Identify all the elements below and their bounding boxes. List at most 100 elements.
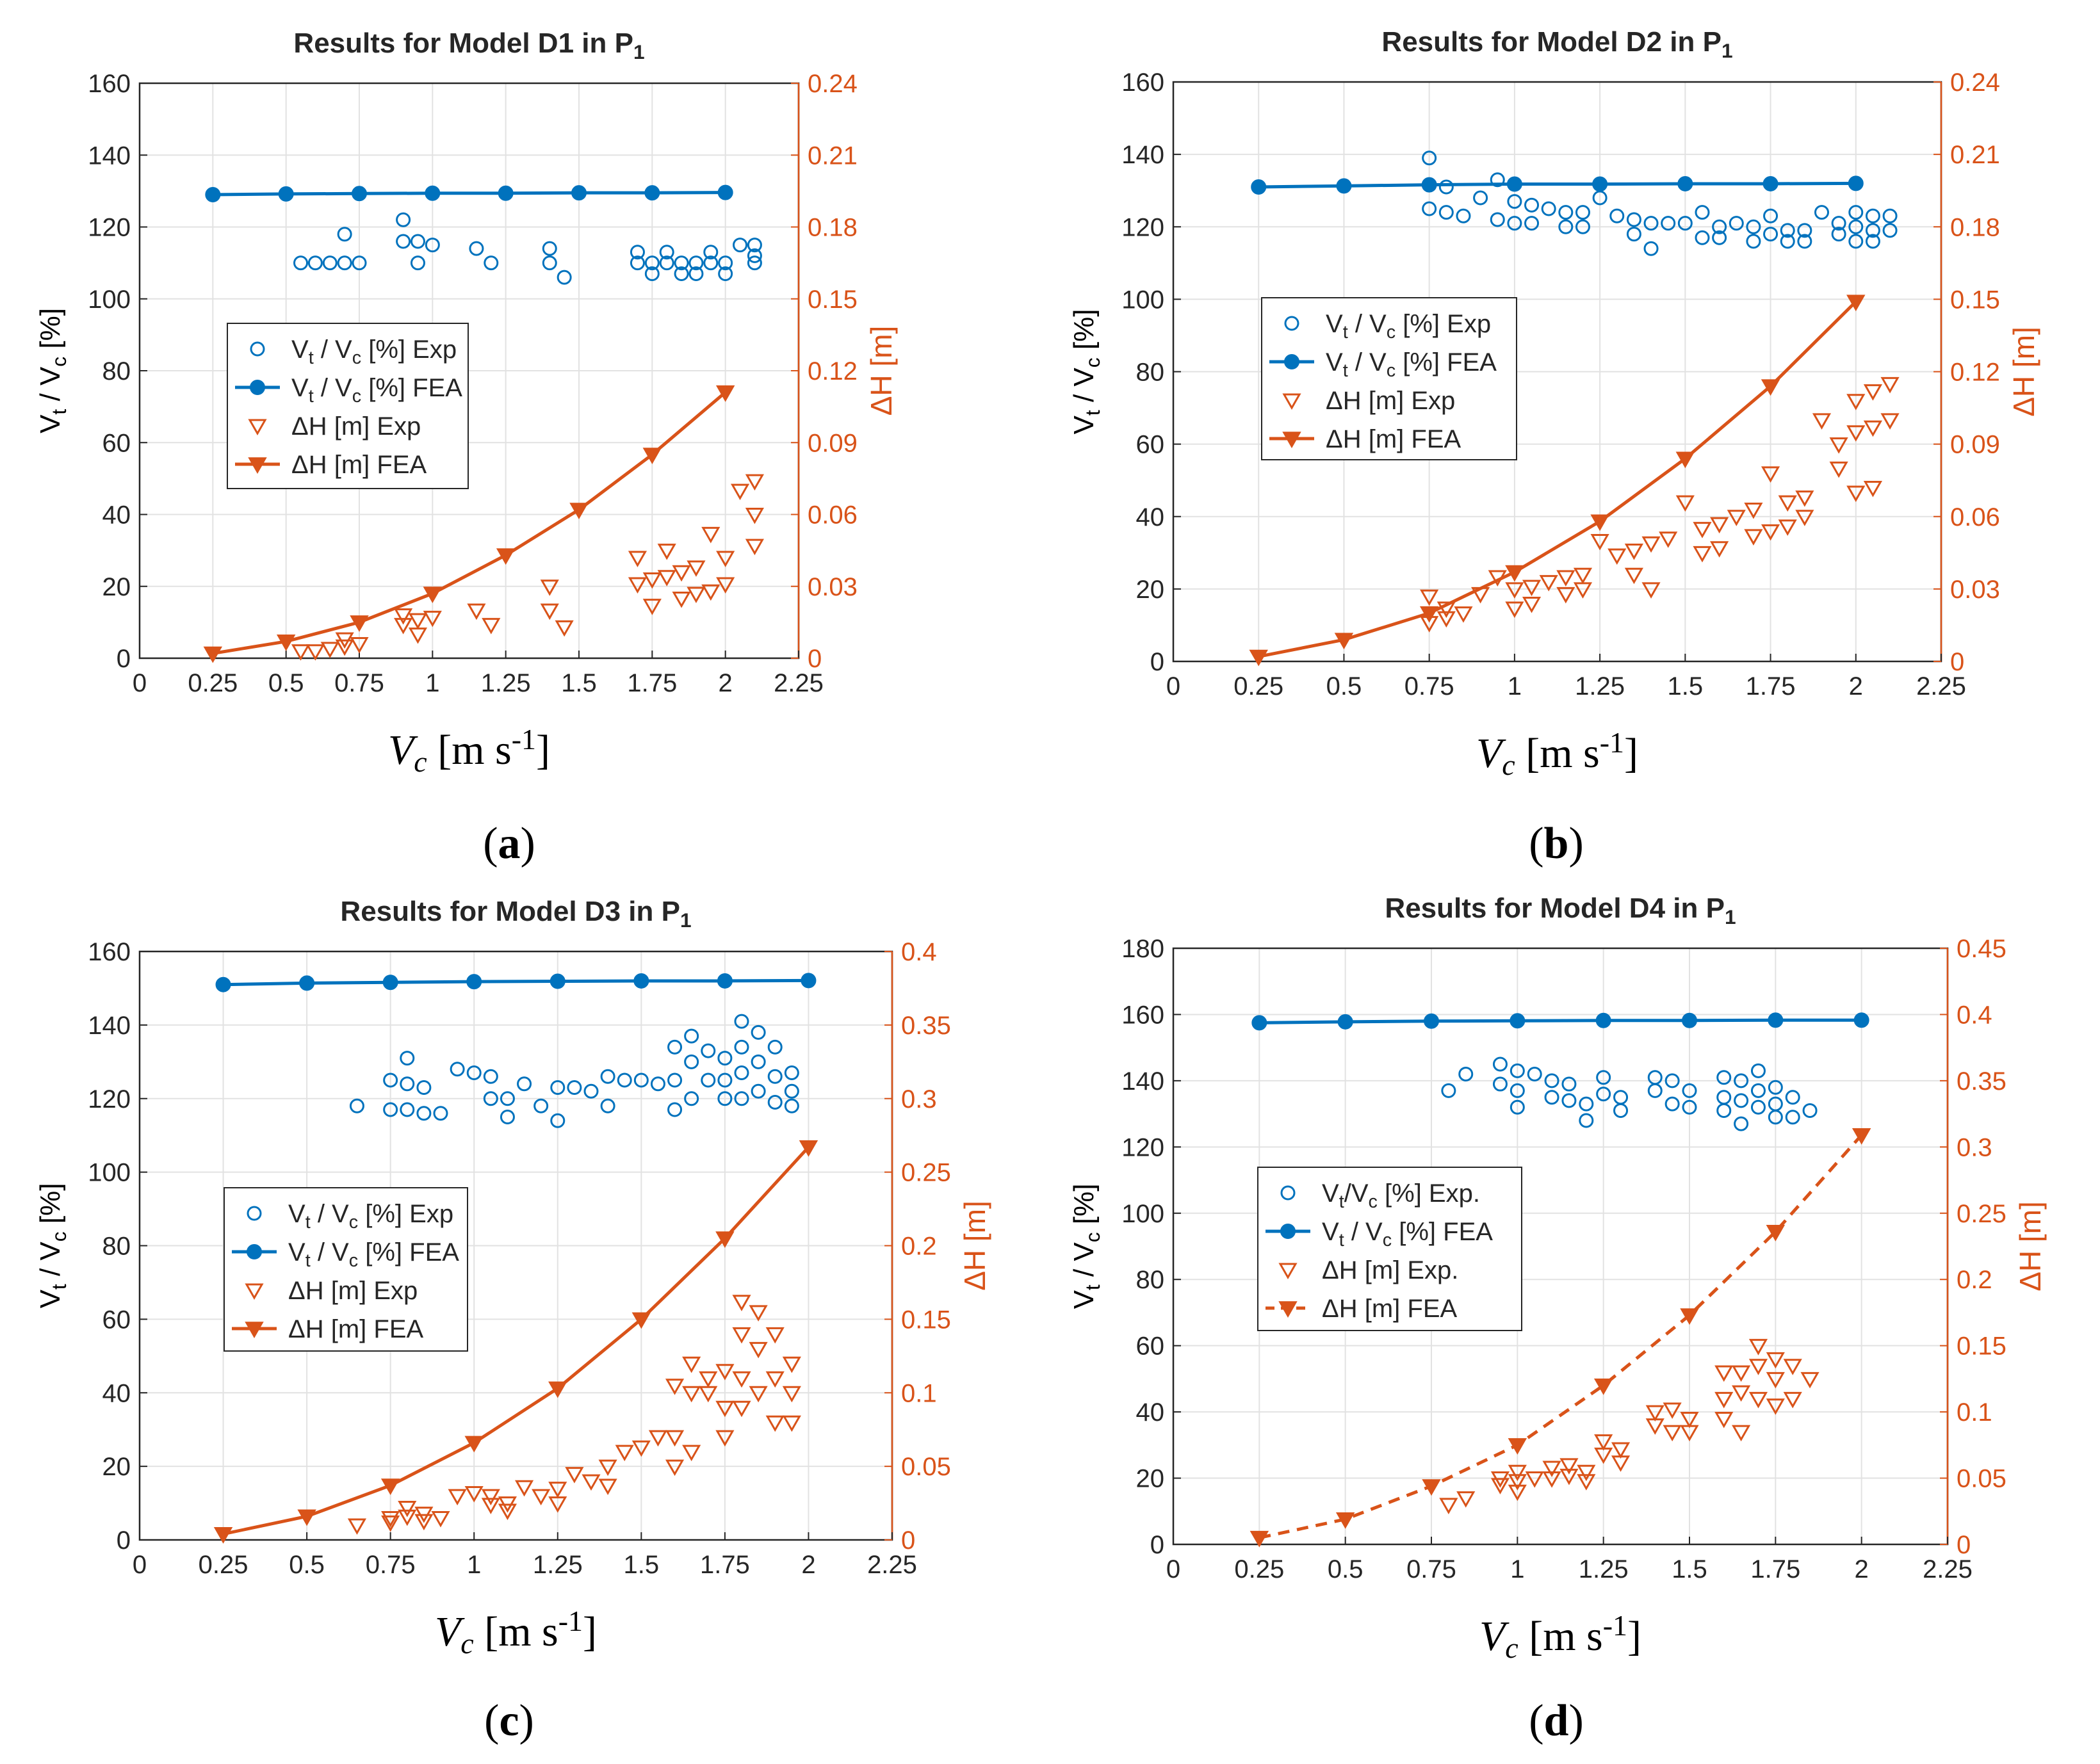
y-right-tick-label: 0.35 [901,1012,951,1040]
series-line [223,1145,810,1536]
panel-label: (b) [1529,819,1584,868]
data-point [396,234,411,249]
data-point [631,1312,651,1329]
legend: Vt / Vc [%] Exp Vt / Vc [%] FEA ΔH [m] Exp… [227,323,469,489]
data-point [1882,223,1898,238]
series-3 [1420,376,1900,633]
data-point [483,1069,498,1084]
y-right-tick-label: 0.25 [1957,1200,2006,1228]
data-point [682,1444,701,1462]
x-tick-label: 1.75 [1750,1555,1800,1583]
data-point [1573,567,1593,585]
data-point [1579,1113,1594,1128]
data-point [1665,1073,1680,1088]
y-right-tick-label: 0.4 [1957,1001,1992,1029]
y-right-tick-label: 0.03 [1950,576,2000,604]
data-point [1492,1056,1508,1072]
x-tick-label: 0.5 [289,1551,325,1579]
data-point [469,241,484,256]
x-tick-label: 1 [467,1551,481,1579]
data-point [644,185,660,201]
legend-box [227,323,469,489]
data-point [715,1364,735,1380]
series-line [213,191,726,197]
x-tick-label: 2 [801,1551,815,1579]
data-point [1556,587,1575,604]
data-point [1677,216,1693,231]
y-right-tick-label: 0 [1950,648,1964,676]
y-right-tick-label: 0.3 [901,1085,937,1113]
data-point [1785,1090,1800,1105]
data-point [1437,601,1456,619]
data-point [1593,1378,1613,1395]
data-point [717,1051,733,1066]
data-point [648,1430,668,1447]
data-point [1645,1405,1665,1422]
series-4 [203,385,735,663]
data-point [1611,1455,1631,1472]
y-right-tick-label: 0.45 [1957,935,2006,963]
legend-marker [1284,354,1299,369]
data-point [1561,1076,1577,1092]
data-point [1508,1474,1527,1491]
data-point [381,1511,400,1528]
data-point [644,266,660,281]
data-point [687,587,706,603]
legend-label: ΔH [m] FEA [291,451,427,479]
data-point [1865,208,1880,223]
data-point [1783,1391,1802,1409]
data-point [1831,227,1846,242]
data-point [1336,178,1352,194]
data-point [1727,510,1746,526]
legend-box [1257,1167,1522,1331]
legend-marker [1282,432,1301,449]
data-point [1783,1359,1802,1375]
data-point [1544,1090,1559,1105]
legend-marker [245,1283,264,1300]
data-point [1624,567,1643,585]
data-point [782,1386,801,1403]
data-point [496,548,516,565]
data-point [1525,1471,1544,1488]
data-point [1750,1063,1766,1078]
data-point [1492,1076,1508,1092]
data-point [1734,1116,1749,1131]
data-point [1680,1425,1699,1442]
data-point [557,270,572,285]
y-left-tick-label: 180 [1121,935,1164,963]
data-point [1611,1442,1631,1459]
data-point [1558,219,1574,234]
data-point [352,186,367,202]
data-point [1746,234,1761,249]
data-point [734,1039,749,1055]
data-point [667,1102,683,1117]
data-point [1421,177,1437,193]
series-1 [293,212,762,285]
y-right-tick-label: 0.3 [1957,1133,1992,1161]
y-right-tick-label: 0.15 [1957,1332,2006,1361]
data-point [1863,481,1883,498]
x-tick-label: 0 [133,669,147,697]
data-point [701,1072,716,1088]
data-point [498,185,514,201]
y-left-tick-label: 20 [102,1453,131,1481]
data-point [1422,150,1437,166]
x-tick-label: 0.5 [1326,672,1362,700]
series-3 [291,474,764,661]
data-point [1795,490,1814,507]
y-right-tick-label: 0.4 [901,938,937,966]
data-point [1763,208,1778,223]
data-point [383,1072,398,1088]
panel-label: (a) [483,819,535,868]
data-point [1846,295,1866,312]
x-tick-label: 0.75 [334,669,384,697]
data-point [1768,1012,1784,1028]
data-point [416,1106,432,1121]
y-right-tick-label: 0.15 [901,1306,951,1334]
y-left-tick-label: 80 [1136,359,1165,387]
data-point [410,255,425,271]
data-point [1458,1067,1474,1082]
x-tick-label: 2.25 [1923,1555,1973,1583]
data-point [734,1014,749,1029]
y-right-tick-label: 0.21 [1950,141,2000,169]
